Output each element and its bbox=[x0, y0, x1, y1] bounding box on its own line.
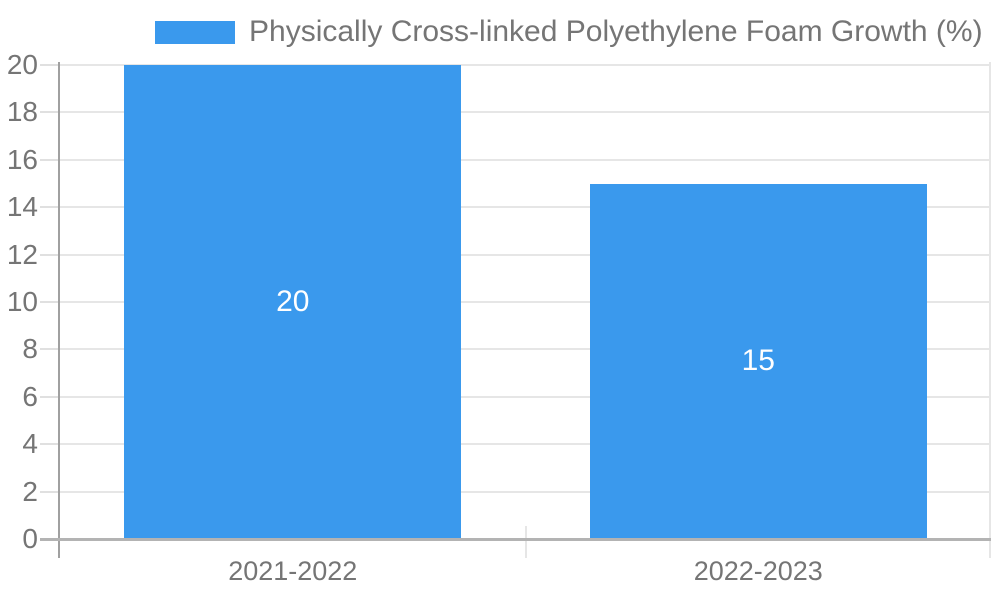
plot-right-border bbox=[989, 62, 991, 558]
y-axis-label: 2 bbox=[22, 475, 38, 507]
y-axis-label: 18 bbox=[6, 96, 38, 128]
y-tick bbox=[40, 111, 60, 114]
bar[interactable]: 15 bbox=[589, 183, 927, 538]
y-axis-label: 4 bbox=[22, 428, 38, 460]
y-tick bbox=[40, 395, 60, 398]
y-tick bbox=[40, 206, 60, 209]
legend-swatch bbox=[155, 20, 235, 44]
bar-value-label: 15 bbox=[741, 343, 775, 377]
gridline bbox=[60, 301, 990, 303]
y-axis-label: 16 bbox=[6, 143, 38, 175]
gridline bbox=[60, 490, 990, 493]
y-tick bbox=[40, 64, 60, 66]
y-tick bbox=[40, 348, 60, 351]
x-axis-label: 2022-2023 bbox=[693, 556, 823, 586]
y-axis-label: 6 bbox=[22, 380, 38, 412]
legend-item[interactable]: Physically Cross-linked Polyethylene Foa… bbox=[155, 15, 983, 49]
gridline bbox=[60, 158, 990, 161]
gridline bbox=[60, 111, 990, 114]
gridline bbox=[60, 443, 990, 446]
y-tick bbox=[40, 443, 60, 446]
y-axis-line bbox=[58, 62, 60, 558]
y-tick bbox=[40, 490, 60, 493]
bar[interactable]: 20 bbox=[124, 65, 462, 538]
gridline bbox=[60, 64, 990, 66]
bar-value-label: 20 bbox=[276, 284, 310, 318]
y-tick bbox=[40, 158, 60, 161]
gridline bbox=[60, 395, 990, 398]
gridline bbox=[60, 253, 990, 256]
x-axis-separator-tick bbox=[524, 526, 527, 558]
gridline bbox=[60, 206, 990, 209]
x-axis-line bbox=[40, 538, 991, 541]
y-tick bbox=[40, 301, 60, 303]
y-axis-label: 14 bbox=[6, 191, 38, 223]
gridline bbox=[60, 348, 990, 351]
y-tick bbox=[40, 253, 60, 256]
y-axis-label: 0 bbox=[22, 523, 38, 554]
y-axis-label: 12 bbox=[6, 238, 38, 270]
x-axis-label: 2021-2022 bbox=[228, 556, 358, 586]
y-axis-label: 20 bbox=[6, 49, 38, 80]
y-axis-label: 10 bbox=[6, 286, 38, 317]
y-axis-label: 8 bbox=[22, 333, 38, 365]
legend-label: Physically Cross-linked Polyethylene Foa… bbox=[249, 15, 983, 48]
